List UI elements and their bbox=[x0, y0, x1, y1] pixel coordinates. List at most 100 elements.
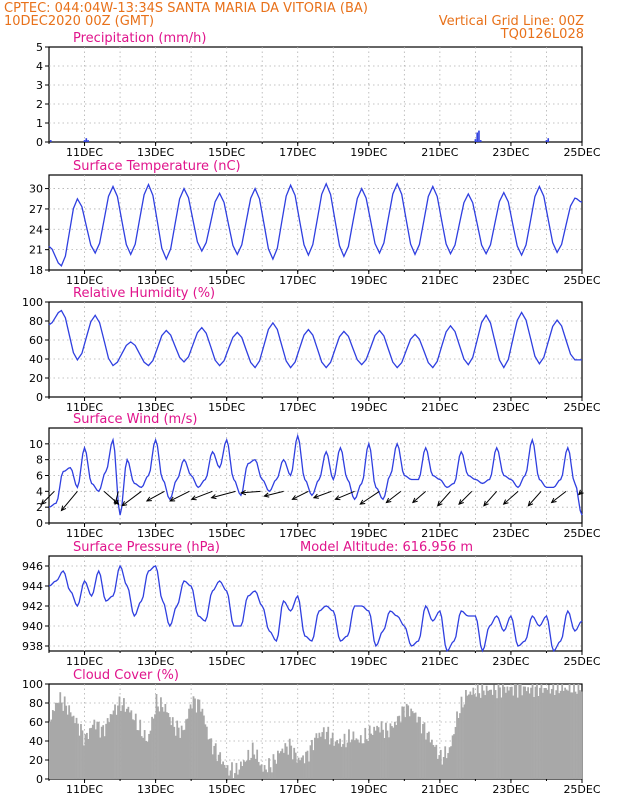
cloud-bar bbox=[146, 741, 149, 779]
cloud-bar bbox=[97, 721, 100, 779]
x-tick-label: 15DEC bbox=[208, 655, 245, 668]
cloud-bar bbox=[277, 750, 279, 779]
cloud-bar bbox=[370, 733, 373, 779]
cloud-bar bbox=[368, 725, 371, 779]
wind-line bbox=[48, 433, 583, 516]
wind-arrow-head bbox=[334, 495, 341, 501]
x-tick-label: 23DEC bbox=[492, 527, 529, 540]
cloud-bar bbox=[416, 722, 418, 779]
cloud-bar bbox=[305, 751, 307, 779]
cloud-bar bbox=[102, 725, 105, 779]
cloud-bar bbox=[336, 740, 339, 779]
cloud-bar bbox=[136, 730, 139, 779]
cloud-bar bbox=[214, 743, 217, 779]
cloud-bar bbox=[521, 695, 524, 779]
cloud-bar bbox=[247, 749, 250, 779]
cloud-bar bbox=[49, 721, 51, 779]
x-tick-label: 11DEC bbox=[66, 655, 103, 668]
wind-arrow-shaft bbox=[191, 490, 213, 500]
cloud-bar bbox=[493, 684, 495, 779]
cloud-bar bbox=[459, 713, 461, 779]
cloud-bar bbox=[402, 706, 405, 779]
cloud-bar bbox=[522, 686, 525, 779]
cloud-bar bbox=[546, 689, 549, 779]
wind-arrow bbox=[502, 490, 519, 505]
cloud-bar bbox=[503, 686, 506, 779]
wind-arrow bbox=[263, 490, 284, 498]
cloud-bar bbox=[513, 684, 516, 779]
cloud-bar bbox=[237, 774, 239, 779]
x-tick-label: 25DEC bbox=[563, 401, 600, 414]
cloud-bar bbox=[157, 706, 159, 779]
cloud-bar bbox=[143, 730, 146, 779]
wind-arrow bbox=[577, 489, 584, 496]
cloud-bar bbox=[117, 705, 119, 779]
cloud-bar bbox=[118, 696, 121, 779]
cloud-bar bbox=[359, 735, 362, 779]
y-tick-label: 0 bbox=[36, 391, 43, 404]
wind-arrow-head bbox=[263, 492, 270, 498]
cloud-bar bbox=[408, 716, 411, 779]
cloud-bar bbox=[72, 715, 75, 779]
cloud-bar bbox=[358, 742, 361, 779]
cloud-bar bbox=[296, 762, 299, 779]
cloud-bar bbox=[562, 690, 565, 779]
cloud-bar bbox=[94, 729, 97, 779]
x-tick-label: 13DEC bbox=[137, 655, 174, 668]
wind-arrow-head bbox=[190, 495, 197, 501]
cloud-bar bbox=[105, 723, 108, 779]
x-tick-label: 25DEC bbox=[563, 527, 600, 540]
cloud-bar bbox=[216, 761, 219, 779]
panel-title: Surface Temperature (nC) bbox=[73, 159, 241, 174]
temp-line bbox=[48, 182, 583, 268]
cloud-bar bbox=[207, 739, 210, 779]
cloud-bar bbox=[470, 694, 473, 779]
x-tick-label: 11DEC bbox=[66, 783, 103, 796]
cloud-bar bbox=[425, 739, 427, 779]
cloud-bar bbox=[364, 727, 367, 779]
cloud-bar bbox=[422, 724, 424, 779]
cloud-bar bbox=[516, 697, 519, 779]
cloud-bar bbox=[281, 748, 284, 779]
cloud-bar bbox=[319, 736, 322, 779]
cloud-bar bbox=[120, 710, 122, 779]
wind-arrow-head bbox=[527, 500, 534, 507]
cloud-bar bbox=[361, 743, 364, 779]
cloud-bar bbox=[324, 739, 327, 779]
x-tick-label: 19DEC bbox=[350, 527, 387, 540]
cloud-bar bbox=[285, 746, 288, 779]
cloud-bar bbox=[353, 740, 356, 779]
wind-arrow-shaft bbox=[61, 491, 78, 511]
cloud-bar bbox=[439, 749, 442, 779]
cloud-bar bbox=[479, 697, 482, 779]
precip-bar bbox=[545, 140, 548, 142]
y-tick-label: 0 bbox=[36, 136, 43, 149]
cloud-bar bbox=[145, 740, 148, 779]
wind-arrow bbox=[60, 491, 78, 512]
cloud-bar bbox=[185, 719, 187, 779]
cloud-bar bbox=[365, 739, 368, 779]
cloud-bar bbox=[260, 764, 263, 779]
x-tick-label: 13DEC bbox=[137, 274, 174, 287]
cloud-bar bbox=[288, 738, 291, 779]
cloud-bar bbox=[297, 757, 300, 779]
wind-arrow-head bbox=[502, 499, 509, 505]
cloud-bar bbox=[475, 696, 478, 779]
precip-bar bbox=[85, 138, 88, 142]
cloud-bar bbox=[414, 712, 417, 779]
wind-arrow-head bbox=[550, 497, 557, 504]
wind-arrow bbox=[334, 490, 355, 501]
cloud-bar bbox=[385, 722, 387, 779]
x-tick-label: 15DEC bbox=[208, 401, 245, 414]
cloud-bar bbox=[436, 758, 439, 779]
cloud-bar bbox=[371, 735, 374, 779]
wind-arrow bbox=[483, 491, 498, 507]
cloud-bar bbox=[115, 714, 118, 779]
cloud-bar bbox=[547, 684, 550, 779]
precip-bar bbox=[476, 132, 478, 142]
cloud-bar bbox=[433, 746, 436, 779]
cloud-bar bbox=[192, 696, 195, 779]
cloud-bar bbox=[428, 731, 430, 779]
y-tick-label: 2 bbox=[36, 98, 43, 111]
cloud-bar bbox=[533, 696, 535, 779]
